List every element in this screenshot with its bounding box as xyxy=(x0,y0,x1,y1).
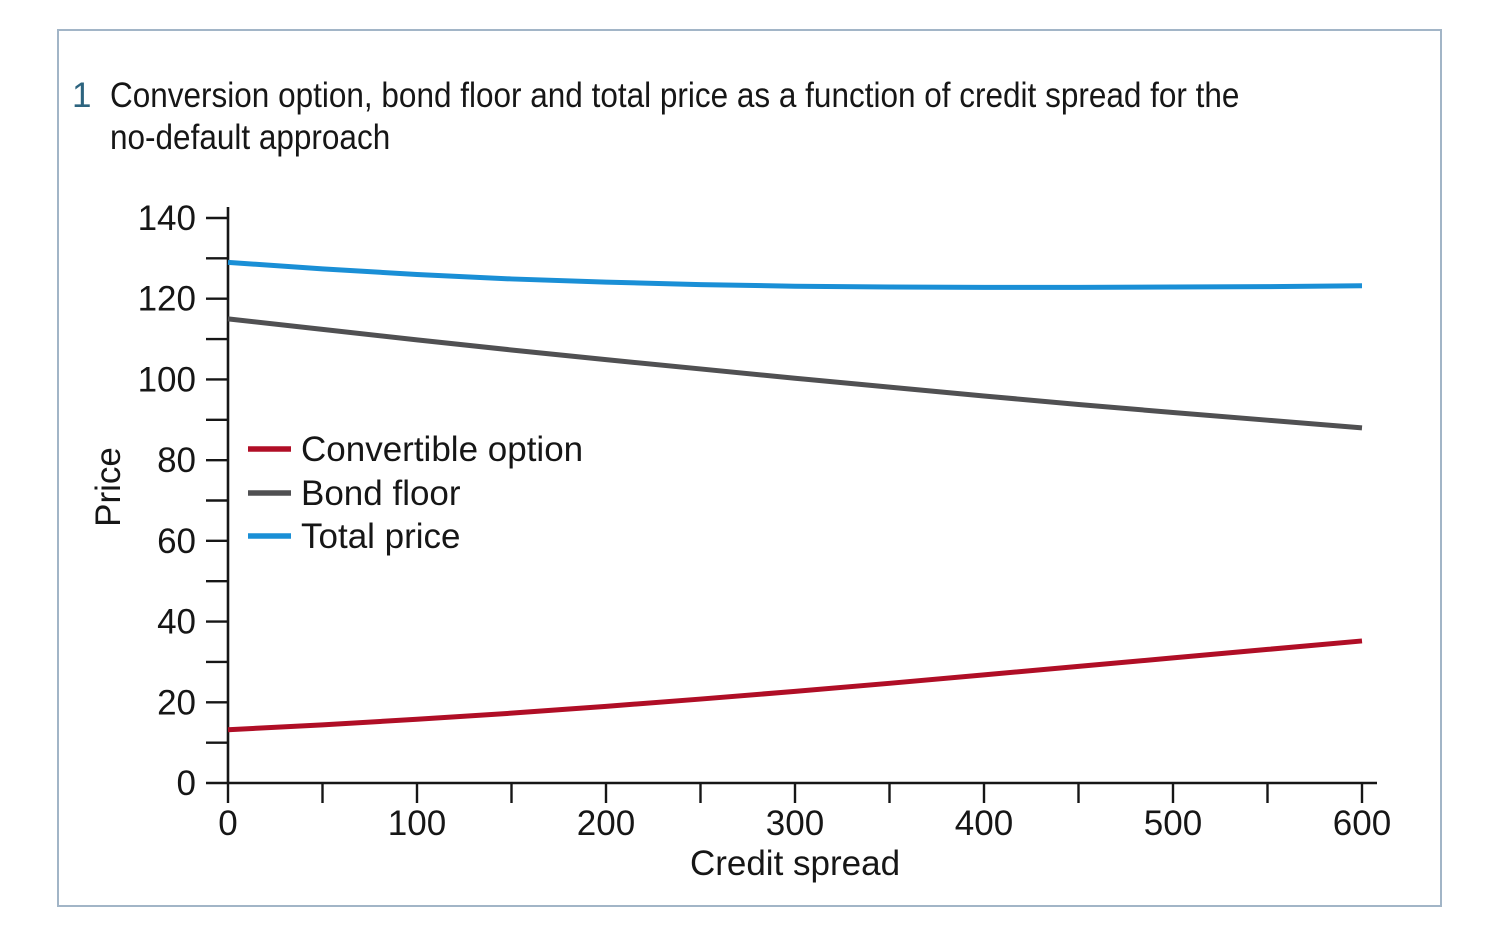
y-tick-label: 60 xyxy=(157,522,196,561)
y-axis-title: Price xyxy=(89,447,128,527)
figure-number: 1 xyxy=(72,76,92,115)
y-tick-label: 40 xyxy=(157,603,196,642)
figure-title-line-1: Conversion option, bond floor and total … xyxy=(110,76,1240,115)
series-line-total-price xyxy=(227,259,1363,290)
x-tick-label: 300 xyxy=(766,804,824,843)
y-tick-label: 140 xyxy=(138,199,196,238)
legend-label-bond-floor: Bond floor xyxy=(301,474,461,513)
line-chart: 0 20 40 60 80 100 120 140 0 100 200 300 400 500 600 Con… xyxy=(89,199,1391,883)
figure-title: 1 Conversion option, bond floor and tota… xyxy=(72,75,1365,159)
x-tick-label: 500 xyxy=(1144,804,1202,843)
figure-panel: 1 Conversion option, bond floor and tota… xyxy=(57,29,1442,907)
figure-title-text: Conversion option, bond floor and total … xyxy=(110,75,1239,159)
y-tick-label: 0 xyxy=(177,764,196,803)
y-tick-label: 80 xyxy=(157,441,196,480)
series-line-bond-floor xyxy=(227,316,1363,431)
y-tick-label: 100 xyxy=(138,360,196,399)
legend-label-total-price: Total price xyxy=(301,517,461,556)
y-tick-label: 120 xyxy=(138,280,196,319)
x-axis-title: Credit spread xyxy=(690,844,900,883)
x-tick-label: 400 xyxy=(955,804,1013,843)
x-tick-label: 600 xyxy=(1333,804,1391,843)
x-tick-label: 0 xyxy=(218,804,237,843)
legend-label-convertible-option: Convertible option xyxy=(301,430,583,469)
x-tick-label: 100 xyxy=(388,804,446,843)
series-line-convertible-option xyxy=(227,638,1363,733)
figure-title-line-2: no-default approach xyxy=(110,118,391,157)
x-tick-label: 200 xyxy=(577,804,635,843)
y-tick-label: 20 xyxy=(157,683,196,722)
